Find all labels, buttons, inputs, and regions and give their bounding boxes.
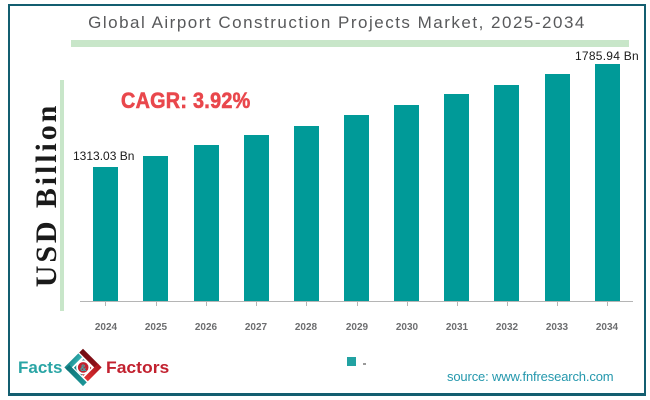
svg-text:&: &: [80, 363, 87, 373]
